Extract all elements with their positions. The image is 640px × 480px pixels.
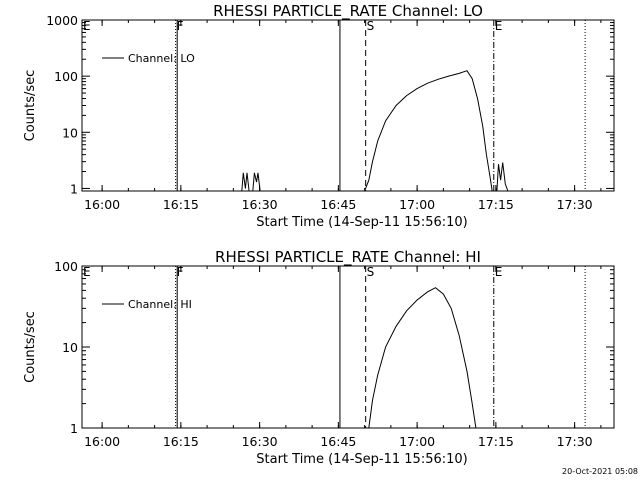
x-tick-label: 17:00: [399, 197, 435, 212]
series-line: [368, 287, 477, 429]
legend-label: Channel: HI: [128, 298, 192, 311]
y-tick-label: 100: [54, 69, 78, 84]
x-tick-label: 16:30: [242, 197, 278, 212]
x-tick-label: 16:45: [320, 434, 356, 449]
footer-timestamp: 20-Oct-2021 05:08: [562, 467, 638, 476]
x-tick-label: 16:15: [163, 434, 199, 449]
x-tick-label: 16:30: [242, 434, 278, 449]
y-tick-label: 1: [70, 181, 78, 196]
y-tick-label: 10: [62, 340, 78, 355]
marker-label: S: [367, 19, 375, 33]
marker-label: E: [83, 19, 91, 33]
y-axis-label: Counts/sec: [23, 311, 38, 383]
plot-frame: [81, 265, 615, 429]
x-tick-label: 16:00: [84, 197, 120, 212]
marker-label: F: [177, 265, 184, 279]
marker-label: S: [367, 265, 375, 279]
series-line: [241, 70, 509, 192]
x-axis-label: Start Time (14-Sep-11 15:56:10): [256, 215, 467, 230]
y-tick-label: 1000: [46, 13, 78, 28]
y-tick-label: 100: [54, 259, 78, 274]
x-tick-label: 17:15: [478, 434, 514, 449]
x-tick-label: 16:15: [163, 197, 199, 212]
chart-title: RHESSI PARTICLE_RATE Channel: HI: [215, 248, 481, 267]
marker-label: E: [495, 19, 503, 33]
y-tick-label: 10: [62, 125, 78, 140]
marker-label: E: [83, 265, 91, 279]
x-tick-label: 17:15: [478, 197, 514, 212]
plot-frame: [81, 19, 615, 192]
legend-label: Channel: LO: [128, 52, 195, 65]
x-tick-label: 16:45: [320, 197, 356, 212]
x-tick-label: 17:00: [399, 434, 435, 449]
x-tick-label: 17:30: [557, 434, 593, 449]
chart-panel-hi: RHESSI PARTICLE_RATE Channel: HI Start T…: [23, 248, 615, 467]
y-axis-label: Counts/sec: [23, 70, 38, 142]
x-axis-label: Start Time (14-Sep-11 15:56:10): [256, 452, 467, 467]
chart-title: RHESSI PARTICLE_RATE Channel: LO: [213, 2, 483, 21]
y-tick-label: 1: [70, 421, 78, 436]
marker-label: E: [495, 265, 503, 279]
x-tick-label: 16:00: [84, 434, 120, 449]
chart-panel-lo: RHESSI PARTICLE_RATE Channel: LO Start T…: [23, 2, 615, 230]
marker-label: F: [177, 19, 184, 33]
x-tick-label: 17:30: [557, 197, 593, 212]
